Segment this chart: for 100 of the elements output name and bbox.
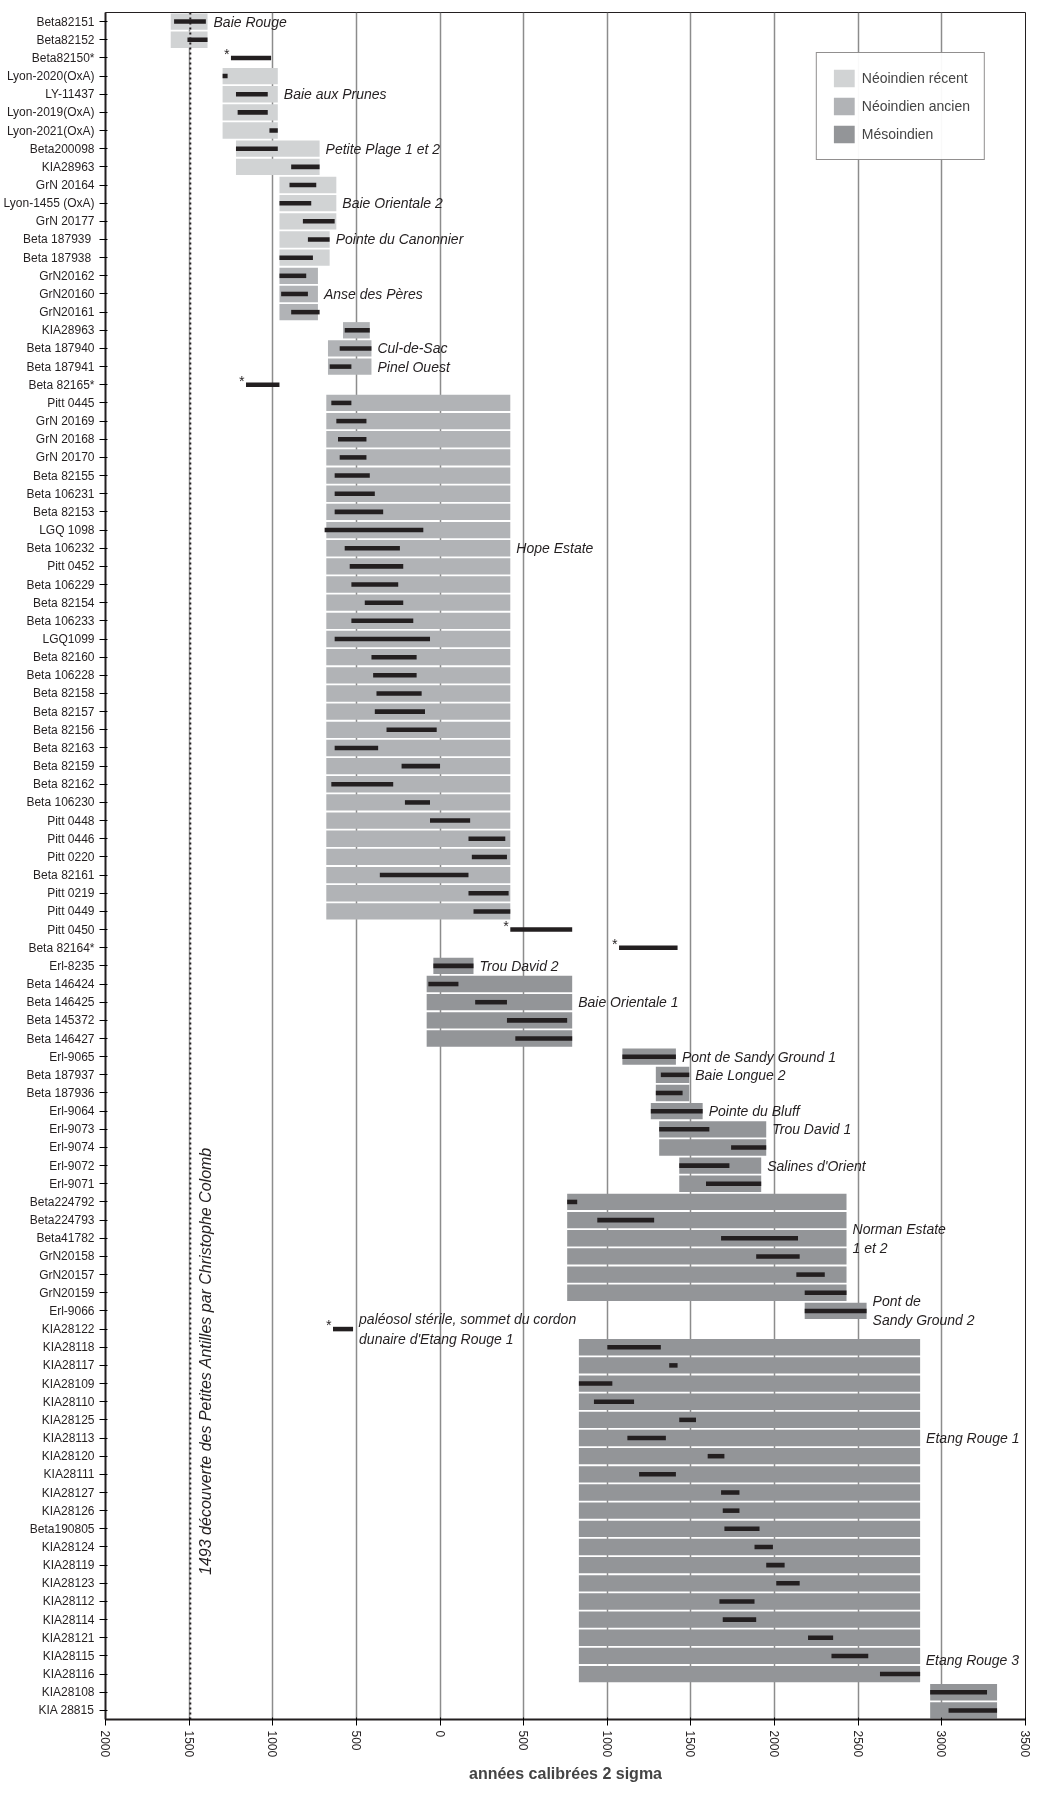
y-tick-label: Erl-9064 xyxy=(49,1104,95,1119)
y-tick-label: Erl-9072 xyxy=(49,1158,95,1173)
x-tick-label: 2000 xyxy=(767,1730,782,1758)
y-tick-label: KIA 28815 xyxy=(38,1703,95,1718)
y-tick-label: Beta 106230 xyxy=(26,795,95,810)
annotation: Trou David 2 xyxy=(479,957,559,974)
y-tick-label: Beta 187939 xyxy=(23,232,92,247)
y-tick-label: Beta224793 xyxy=(29,1213,95,1228)
bar xyxy=(291,309,320,315)
bar xyxy=(326,612,511,630)
bar xyxy=(404,800,431,805)
bar xyxy=(578,1665,921,1683)
y-tick-label: Beta 187936 xyxy=(26,1085,95,1100)
ref-line-label: 1493 découverte des Petites Antilles par Christophe Colomb xyxy=(197,1147,215,1575)
bar xyxy=(326,667,511,684)
y-tick-label: Beta82150* xyxy=(31,50,95,65)
bar xyxy=(776,1581,800,1586)
annotation: * xyxy=(611,935,618,952)
y-tick-label: Lyon-2019(OxA) xyxy=(6,105,95,120)
bar xyxy=(326,848,511,866)
y-tick-label: Beta 187940 xyxy=(26,341,95,356)
y-tick-label: LGQ1099 xyxy=(42,632,95,647)
y-tick-label: Pitt 0445 xyxy=(47,395,95,410)
y-tick-label: GrN20160 xyxy=(39,286,95,301)
bar xyxy=(326,830,511,847)
bar xyxy=(679,1163,730,1168)
bar xyxy=(326,757,511,775)
bar xyxy=(376,691,422,696)
y-tick-label: Beta82151 xyxy=(36,14,95,29)
y-tick-label: Lyon-2020(OxA) xyxy=(6,69,95,84)
annotation: Pinel Ouest xyxy=(377,358,451,375)
y-tick-label: Beta 82162 xyxy=(33,777,95,792)
bar xyxy=(578,1520,921,1537)
bar xyxy=(326,485,511,502)
annotation: Etang Rouge 1 xyxy=(926,1430,1020,1447)
y-tick-label: Lyon-1455 (OxA) xyxy=(3,196,95,211)
y-tick-label: Beta 106231 xyxy=(26,486,95,501)
bar xyxy=(326,903,511,920)
y-tick-label: KIA28108 xyxy=(41,1685,95,1700)
bar xyxy=(334,491,375,496)
annotation: paléosol stérile, sommet du cordon dunaire d'Etang Rouge 1 xyxy=(358,1311,577,1347)
y-tick-label: Beta 82165* xyxy=(28,377,95,392)
y-tick-label: KIA28118 xyxy=(42,1340,95,1355)
bar xyxy=(578,1575,921,1592)
bar xyxy=(622,1054,676,1059)
bar xyxy=(326,885,511,902)
bar xyxy=(731,1145,767,1150)
annotation: Norman Estate 1 et 2 xyxy=(852,1220,947,1256)
x-tick-label: 1500 xyxy=(683,1730,698,1758)
y-tick-label: GrN20161 xyxy=(39,305,95,320)
y-tick-label: Erl-9065 xyxy=(49,1049,95,1064)
annotation: Baie Orientale 1 xyxy=(578,994,679,1011)
annotation: * xyxy=(223,45,230,62)
y-tick-label: Beta82152 xyxy=(36,32,95,47)
bar xyxy=(468,890,509,896)
y-tick-label: KIA28110 xyxy=(42,1394,95,1409)
y-tick-label: GrN20158 xyxy=(39,1249,95,1264)
y-tick-label: Erl-8235 xyxy=(49,958,95,973)
y-tick-label: Erl-9066 xyxy=(49,1303,95,1318)
x-tick-label: 2000 xyxy=(98,1730,112,1758)
y-tick-label: KIA28113 xyxy=(42,1431,95,1446)
bar xyxy=(307,237,330,242)
bar xyxy=(351,582,399,587)
bar xyxy=(639,1472,676,1477)
bar xyxy=(349,564,404,569)
y-tick-label: KIA28125 xyxy=(41,1412,95,1427)
y-tick-label: Beta 106233 xyxy=(26,613,95,628)
bar xyxy=(222,67,278,85)
bar xyxy=(722,1617,757,1622)
y-tick-label: Beta 82157 xyxy=(33,704,95,719)
bar xyxy=(468,836,506,842)
bar xyxy=(567,1193,847,1211)
annotation: Baie Orientale 2 xyxy=(342,195,443,212)
y-tick-label: GrN20162 xyxy=(39,268,95,283)
y-tick-label: Pitt 0452 xyxy=(47,559,95,574)
y-tick-label: Beta 82159 xyxy=(33,759,95,774)
annotation: * xyxy=(502,917,509,934)
x-tick-label: 500 xyxy=(348,1730,363,1751)
bar xyxy=(339,455,367,460)
annotation: Petite Plage 1 et 2 xyxy=(325,140,441,157)
y-tick-label: Lyon-2021(OxA) xyxy=(6,123,95,138)
annotation: Baie Longue 2 xyxy=(695,1066,786,1083)
bar xyxy=(237,110,268,115)
y-tick-label: Erl-9073 xyxy=(49,1122,95,1137)
annotation: Anse des Pères xyxy=(322,285,423,302)
y-tick-label: KIA28120 xyxy=(41,1449,95,1464)
y-tick-label: GrN 20168 xyxy=(35,432,95,447)
y-tick-label: Beta 146425 xyxy=(26,995,95,1010)
bar xyxy=(373,673,417,678)
y-tick-label: Beta190805 xyxy=(29,1521,95,1536)
bar xyxy=(235,146,278,151)
bar xyxy=(371,654,417,660)
y-tick-label: Beta41782 xyxy=(36,1231,95,1246)
bar xyxy=(326,776,511,793)
y-tick-label: GrN 20177 xyxy=(35,214,95,229)
y-tick-label: KIA28117 xyxy=(42,1358,95,1373)
y-tick-label: Beta 82156 xyxy=(33,722,95,737)
bar xyxy=(326,503,511,521)
annotation: Pointe du Canonnier xyxy=(335,231,465,248)
x-tick-label: 3500 xyxy=(1018,1730,1032,1758)
